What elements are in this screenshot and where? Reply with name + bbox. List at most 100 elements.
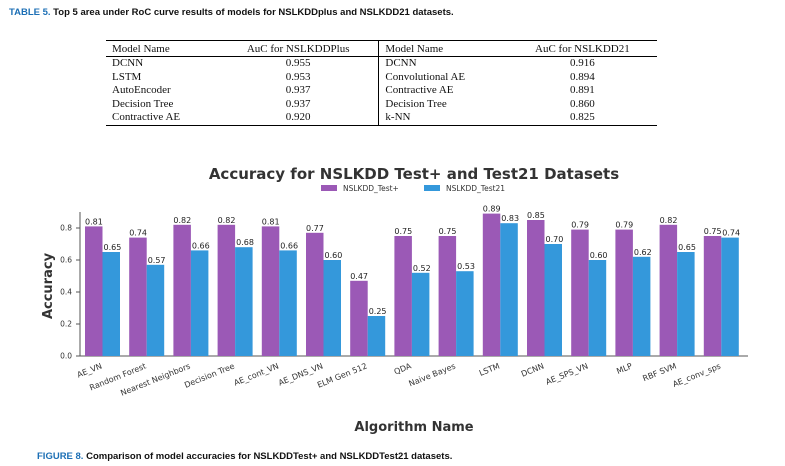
bar-test21 bbox=[146, 264, 165, 356]
x-tick-label: Decision Tree bbox=[183, 361, 236, 389]
bar-test-plus bbox=[703, 236, 722, 356]
table-header-model-21: Model Name bbox=[378, 40, 508, 57]
table-cell: 0.920 bbox=[217, 111, 380, 125]
x-tick-label: LSTM bbox=[478, 361, 501, 377]
table-cell: LSTM bbox=[112, 70, 142, 83]
bar-test21 bbox=[588, 260, 607, 356]
bar-value-label: 0.60 bbox=[590, 251, 608, 260]
table-cell: AutoEncoder bbox=[112, 84, 171, 96]
bar-test21 bbox=[235, 247, 253, 356]
table-cell: 0.825 bbox=[570, 111, 595, 123]
x-tick-label: AE_conv_sps bbox=[671, 362, 722, 389]
table-header-model-plus: Model Name bbox=[106, 40, 218, 57]
bar-value-label: 0.82 bbox=[660, 216, 678, 225]
bar-test21 bbox=[367, 316, 386, 356]
legend-label-test21: NSLKDD_Test21 bbox=[446, 184, 505, 193]
bar-value-label: 0.66 bbox=[280, 241, 298, 250]
bar-test21 bbox=[721, 237, 739, 356]
bar-test21 bbox=[677, 252, 695, 356]
bar-value-label: 0.85 bbox=[527, 211, 545, 220]
bar-test-plus bbox=[394, 236, 412, 356]
table-cell: 0.860 bbox=[570, 97, 595, 110]
table-caption-label: TABLE 5. bbox=[9, 7, 51, 18]
bar-test21 bbox=[102, 252, 120, 356]
table-row: Decision Tree 0.937 Decision Tree 0.860 bbox=[106, 97, 657, 111]
bar-value-label: 0.89 bbox=[483, 205, 501, 214]
bar-test21 bbox=[500, 223, 518, 356]
table-cell: DCNN bbox=[385, 57, 417, 69]
table-row: LSTM 0.953 Convolutional AE 0.894 bbox=[106, 70, 657, 84]
bar-value-label: 0.65 bbox=[678, 243, 696, 252]
table-header-auc-21: AuC for NSLKDD21 bbox=[507, 40, 657, 57]
table-cell: 0.937 bbox=[217, 84, 380, 98]
x-tick-label: QDA bbox=[393, 361, 413, 376]
bar-value-label: 0.81 bbox=[262, 217, 280, 226]
table-cell: Decision Tree bbox=[112, 97, 174, 110]
table-cell: 0.891 bbox=[570, 84, 595, 96]
legend-swatch-test21 bbox=[424, 185, 440, 191]
chart-legend: NSLKDD_Test+ NSLKDD_Test21 bbox=[321, 184, 505, 193]
table-cell: Contractive AE bbox=[385, 84, 454, 96]
bar-test-plus bbox=[85, 226, 103, 356]
x-tick-label: MLP bbox=[615, 361, 634, 375]
bar-value-label: 0.57 bbox=[148, 256, 166, 265]
y-tick-label: 0.2 bbox=[60, 320, 72, 329]
table-caption: TABLE 5. Top 5 area under RoC curve resu… bbox=[9, 7, 454, 18]
bar-value-label: 0.82 bbox=[218, 216, 236, 225]
table-row: DCNN 0.955 DCNN 0.916 bbox=[106, 56, 657, 71]
bar-value-label: 0.53 bbox=[457, 262, 475, 271]
table-header-row: Model Name AuC for NSLKDDPlus Model Name… bbox=[106, 40, 657, 57]
bar-value-label: 0.25 bbox=[369, 307, 387, 316]
x-tick-label: AE_SPS_VN bbox=[544, 362, 589, 387]
bar-test-plus bbox=[615, 229, 633, 356]
y-tick-label: 0.0 bbox=[60, 352, 72, 361]
bar-value-label: 0.81 bbox=[85, 217, 103, 226]
bar-test21 bbox=[632, 256, 651, 356]
x-tick-label: Naive Bayes bbox=[408, 362, 457, 389]
bar-value-label: 0.79 bbox=[615, 221, 633, 230]
bar-test-plus bbox=[306, 232, 324, 356]
y-tick-label: 0.6 bbox=[60, 256, 72, 265]
bar-value-label: 0.74 bbox=[722, 229, 740, 238]
table-row: Contractive AE 0.920 k-NN 0.825 bbox=[106, 111, 657, 125]
bar-value-label: 0.75 bbox=[439, 227, 457, 236]
table-cell: 0.937 bbox=[217, 97, 380, 111]
y-tick-label: 0.4 bbox=[60, 288, 72, 297]
table-cell: Convolutional AE bbox=[385, 70, 466, 83]
bar-test21 bbox=[279, 250, 297, 356]
chart-title: Accuracy for NSLKDD Test+ and Test21 Dat… bbox=[209, 165, 619, 183]
bar-value-label: 0.82 bbox=[173, 216, 191, 225]
y-ticks: 0.0 0.2 0.4 0.6 0.8 bbox=[60, 224, 80, 361]
x-tick-label: AE_VN bbox=[76, 362, 103, 380]
y-axis-label: Accuracy bbox=[41, 252, 56, 319]
table-cell: 0.953 bbox=[217, 70, 380, 84]
table-row: AutoEncoder 0.937 Contractive AE 0.891 bbox=[106, 84, 657, 98]
bar-test-plus bbox=[261, 226, 280, 356]
table-caption-text: Top 5 area under RoC curve results of mo… bbox=[53, 7, 454, 18]
bar-test-plus bbox=[129, 237, 147, 356]
x-tick-label: ELM Gen 512 bbox=[316, 362, 368, 390]
bar-value-label: 0.75 bbox=[394, 227, 412, 236]
bar-value-label: 0.75 bbox=[704, 227, 722, 236]
accuracy-bar-chart: Accuracy for NSLKDD Test+ and Test21 Dat… bbox=[41, 165, 748, 435]
x-axis-label: Algorithm Name bbox=[354, 420, 473, 435]
table-cell: 0.916 bbox=[570, 57, 595, 69]
table-cell: Contractive AE bbox=[112, 111, 181, 123]
auc-results-table: Model Name AuC for NSLKDDPlus Model Name… bbox=[106, 40, 657, 126]
bar-test21 bbox=[456, 271, 474, 356]
x-tick-label: AE_cont_VN bbox=[233, 362, 280, 388]
bar-value-label: 0.74 bbox=[129, 229, 147, 238]
figure-caption-text: Comparison of model accuracies for NSLKD… bbox=[86, 451, 453, 462]
bar-test-plus bbox=[438, 236, 457, 356]
bar-value-label: 0.68 bbox=[236, 238, 254, 247]
table-cell: 0.955 bbox=[217, 56, 380, 71]
bar-value-label: 0.62 bbox=[634, 248, 652, 257]
bar-value-label: 0.66 bbox=[192, 241, 210, 250]
bar-test-plus bbox=[173, 224, 191, 356]
bar-test-plus bbox=[350, 280, 368, 356]
bar-value-label: 0.79 bbox=[571, 221, 589, 230]
bar-value-label: 0.52 bbox=[413, 264, 431, 273]
bar-value-label: 0.65 bbox=[104, 243, 122, 252]
legend-label-test-plus: NSLKDD_Test+ bbox=[343, 184, 399, 193]
